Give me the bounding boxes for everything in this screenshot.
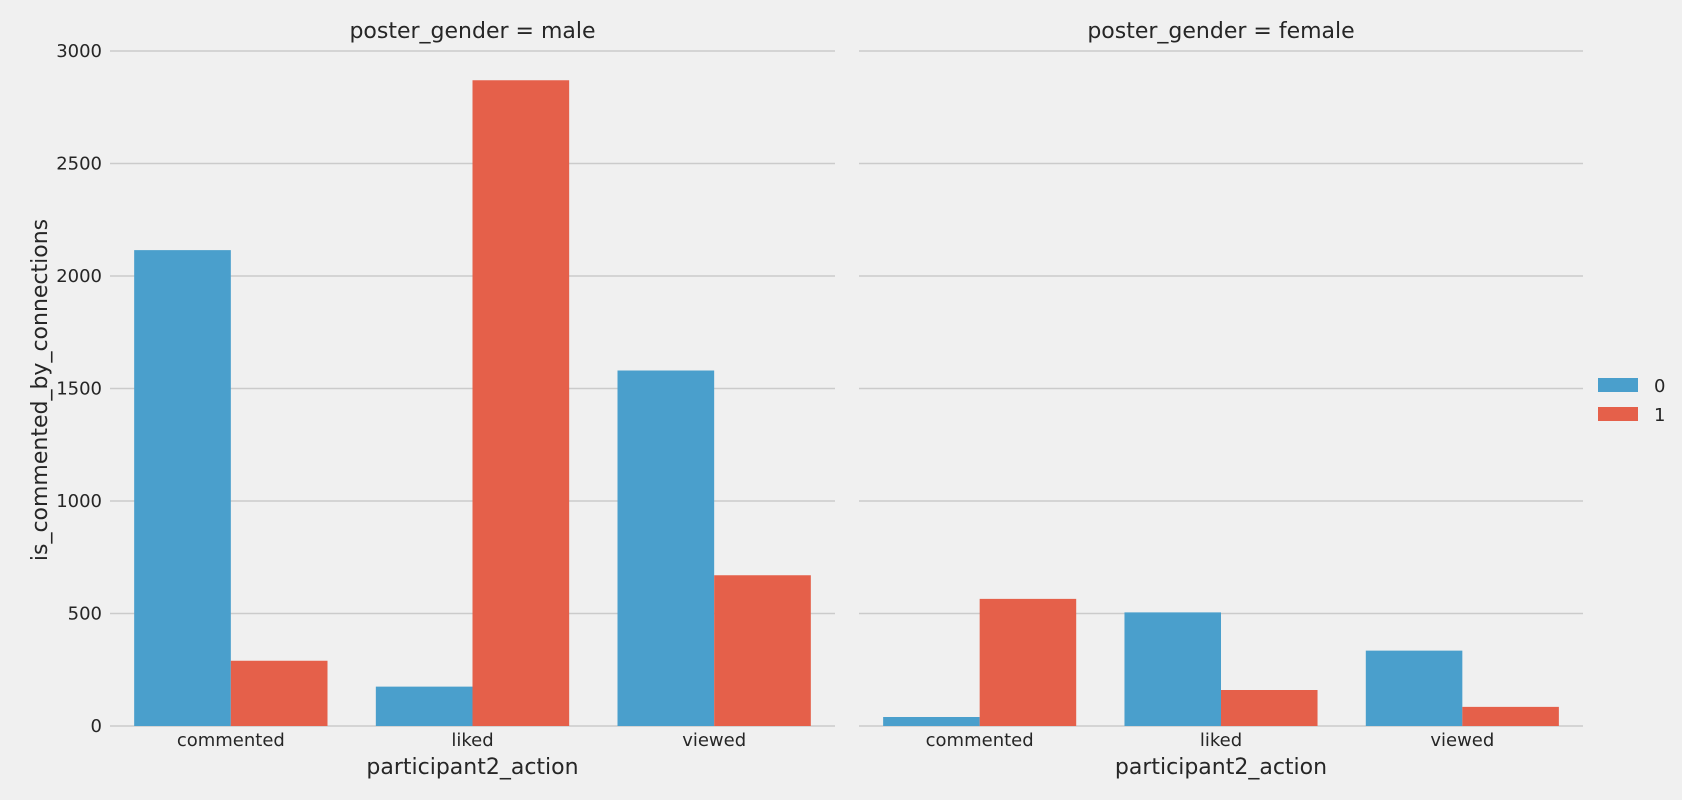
x-tick-label: viewed xyxy=(682,730,746,751)
bar-liked-0 xyxy=(1124,612,1221,726)
legend-label-0: 0 xyxy=(1654,376,1665,397)
x-axis-label: participant2_action xyxy=(1115,755,1327,780)
legend-label-1: 1 xyxy=(1654,405,1665,426)
bar-viewed-0 xyxy=(617,370,715,726)
x-tick-label: commented xyxy=(177,730,285,751)
y-tick-label: 2000 xyxy=(56,266,102,287)
y-tick-label: 1000 xyxy=(56,491,102,512)
y-axis-label: is_commented_by_connections xyxy=(28,219,53,561)
y-tick-label: 2500 xyxy=(56,154,102,175)
facet-title: poster_gender = female xyxy=(1087,19,1354,44)
bar-liked-1 xyxy=(1221,690,1318,726)
bar-viewed-1 xyxy=(714,575,811,726)
bar-viewed-0 xyxy=(1365,650,1463,726)
x-axis-label: participant2_action xyxy=(366,755,578,780)
bar-commented-1 xyxy=(230,660,328,726)
y-tick-label: 500 xyxy=(68,604,102,625)
x-tick-label: liked xyxy=(1200,730,1242,751)
legend-swatch-1 xyxy=(1598,407,1638,421)
legend-swatch-0 xyxy=(1598,378,1638,392)
x-tick-label: viewed xyxy=(1430,730,1494,751)
facet-title: poster_gender = male xyxy=(349,19,595,44)
facet-panel-2: poster_gender = female commented liked view… xyxy=(859,19,1583,780)
facet-panel-1: 0 500 1000 1500 2000 2500 3000 poster_gender = … xyxy=(56,19,835,780)
y-tick-label: 3000 xyxy=(56,41,102,62)
x-tick-label: commented xyxy=(926,730,1034,751)
bar-commented-0 xyxy=(883,717,980,726)
x-tick-label: liked xyxy=(451,730,493,751)
bar-commented-0 xyxy=(134,250,231,726)
bar-commented-1 xyxy=(979,598,1077,726)
y-tick-label: 0 xyxy=(91,716,102,737)
y-tick-label: 1500 xyxy=(56,379,102,400)
legend: 01 xyxy=(1598,376,1665,426)
bar-liked-1 xyxy=(472,80,570,726)
bar-viewed-1 xyxy=(1462,706,1559,726)
bar-liked-0 xyxy=(375,686,473,726)
